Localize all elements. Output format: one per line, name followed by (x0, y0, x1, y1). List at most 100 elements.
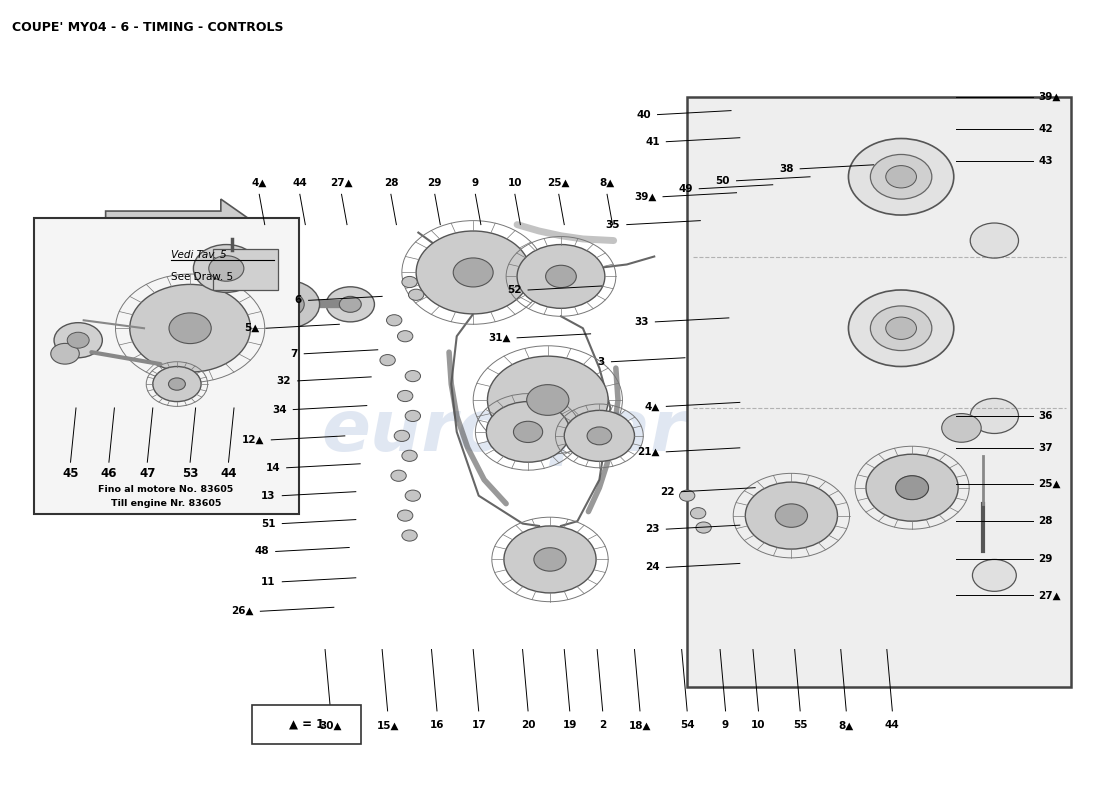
Circle shape (776, 504, 807, 527)
Text: 5▲: 5▲ (244, 323, 260, 334)
Circle shape (527, 385, 569, 415)
Text: 6: 6 (295, 295, 302, 306)
Text: Fino al motore No. 83605: Fino al motore No. 83605 (98, 485, 233, 494)
Text: 7: 7 (290, 349, 298, 358)
Circle shape (209, 256, 244, 282)
Text: 32: 32 (276, 376, 292, 386)
Text: 50: 50 (715, 176, 730, 186)
Circle shape (970, 223, 1019, 258)
Circle shape (169, 313, 211, 343)
Circle shape (972, 559, 1016, 591)
Circle shape (886, 317, 916, 339)
Text: 41: 41 (645, 137, 660, 146)
Polygon shape (106, 199, 252, 242)
Text: 27▲: 27▲ (330, 178, 353, 188)
Circle shape (486, 402, 570, 462)
Circle shape (680, 490, 695, 502)
Circle shape (405, 410, 420, 422)
Circle shape (386, 314, 402, 326)
Circle shape (504, 526, 596, 593)
Circle shape (848, 290, 954, 366)
Circle shape (194, 245, 260, 292)
Text: 15▲: 15▲ (376, 720, 399, 730)
Circle shape (886, 166, 916, 188)
Circle shape (408, 289, 424, 300)
Circle shape (153, 366, 201, 402)
Text: 23: 23 (646, 524, 660, 534)
Text: Vedi Tav. 5: Vedi Tav. 5 (172, 250, 227, 260)
Text: 9: 9 (472, 178, 478, 188)
Circle shape (517, 245, 605, 308)
Text: Till engine Nr. 83605: Till engine Nr. 83605 (111, 499, 221, 508)
Text: 44: 44 (220, 467, 236, 480)
Text: 26▲: 26▲ (231, 606, 254, 616)
Text: 39▲: 39▲ (1038, 92, 1060, 102)
Circle shape (379, 354, 395, 366)
Circle shape (564, 410, 635, 462)
Text: 53: 53 (182, 467, 198, 480)
Text: 43: 43 (1038, 156, 1053, 166)
Text: 9: 9 (722, 720, 729, 730)
Circle shape (896, 476, 928, 499)
Circle shape (397, 510, 412, 521)
Text: 38: 38 (779, 164, 793, 174)
Circle shape (67, 332, 89, 348)
Circle shape (130, 285, 251, 372)
Text: 30▲: 30▲ (319, 720, 342, 730)
Text: 55: 55 (793, 720, 807, 730)
FancyBboxPatch shape (213, 249, 278, 290)
Text: 4▲: 4▲ (252, 178, 267, 188)
Circle shape (339, 296, 361, 312)
Text: 22: 22 (661, 486, 675, 497)
Text: 28: 28 (1038, 516, 1053, 526)
Text: 8▲: 8▲ (838, 720, 854, 730)
Text: 18▲: 18▲ (629, 720, 651, 730)
Text: 25▲: 25▲ (548, 178, 570, 188)
Text: 44: 44 (293, 178, 307, 188)
Circle shape (453, 258, 493, 287)
Circle shape (848, 138, 954, 215)
Circle shape (397, 390, 412, 402)
Text: 37: 37 (1038, 443, 1053, 453)
Circle shape (390, 470, 406, 482)
Text: 28: 28 (384, 178, 398, 188)
Circle shape (402, 530, 417, 541)
Text: 44: 44 (886, 720, 900, 730)
Circle shape (514, 422, 542, 442)
Text: 33: 33 (635, 317, 649, 327)
FancyBboxPatch shape (34, 218, 299, 514)
Text: 24: 24 (645, 562, 660, 573)
Circle shape (487, 356, 608, 444)
Text: 12▲: 12▲ (242, 435, 265, 445)
Text: 13: 13 (261, 490, 276, 501)
Circle shape (54, 322, 102, 358)
Text: 8▲: 8▲ (600, 178, 615, 188)
Circle shape (870, 306, 932, 350)
Text: 47: 47 (139, 467, 155, 480)
Text: 4▲: 4▲ (645, 402, 660, 411)
Text: 31▲: 31▲ (488, 333, 510, 343)
Circle shape (970, 398, 1019, 434)
Circle shape (254, 281, 320, 328)
Circle shape (168, 378, 186, 390)
Text: 29: 29 (428, 178, 442, 188)
Text: 39▲: 39▲ (634, 192, 657, 202)
Circle shape (696, 522, 712, 533)
Text: ▲ = 1: ▲ = 1 (289, 718, 324, 731)
Text: COUPE' MY04 - 6 - TIMING - CONTROLS: COUPE' MY04 - 6 - TIMING - CONTROLS (12, 22, 284, 34)
Text: 51: 51 (261, 518, 276, 529)
Circle shape (546, 266, 576, 287)
Circle shape (402, 277, 417, 287)
Text: See Draw. 5: See Draw. 5 (172, 272, 233, 282)
Text: 54: 54 (680, 720, 694, 730)
Circle shape (942, 414, 981, 442)
Text: 42: 42 (1038, 124, 1053, 134)
Text: 21▲: 21▲ (637, 447, 660, 457)
Text: eurospares: eurospares (321, 398, 779, 466)
Text: 36: 36 (1038, 411, 1053, 421)
Circle shape (870, 154, 932, 199)
Circle shape (405, 370, 420, 382)
Circle shape (270, 291, 305, 317)
Text: 3: 3 (597, 357, 605, 366)
Text: 25▲: 25▲ (1038, 478, 1060, 489)
